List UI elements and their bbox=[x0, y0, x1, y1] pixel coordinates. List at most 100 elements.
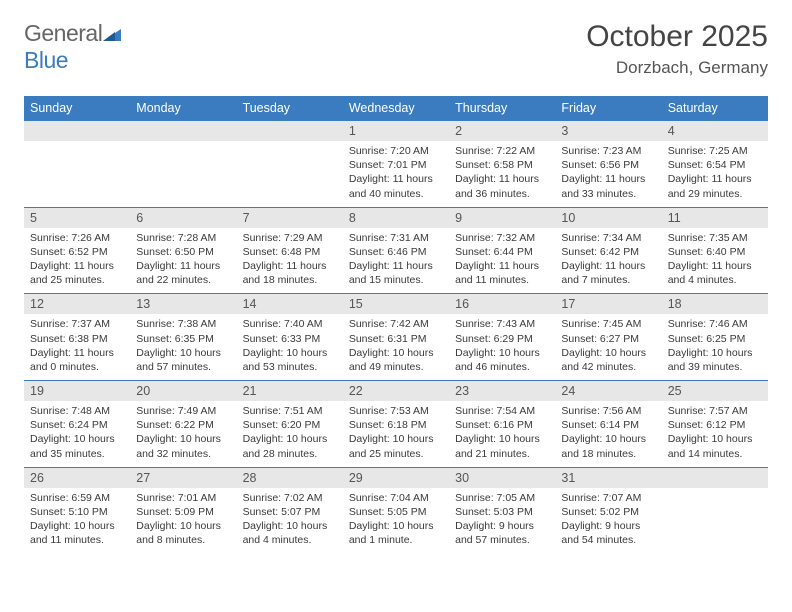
day-header: Tuesday bbox=[237, 96, 343, 121]
day-cell: Sunrise: 7:37 AMSunset: 6:38 PMDaylight:… bbox=[24, 314, 130, 380]
day-number: 18 bbox=[662, 294, 768, 315]
day-number: 3 bbox=[555, 121, 661, 142]
day-number: 4 bbox=[662, 121, 768, 142]
day-cell: Sunrise: 7:07 AMSunset: 5:02 PMDaylight:… bbox=[555, 488, 661, 554]
day-number: 27 bbox=[130, 467, 236, 488]
sunset-line: Sunset: 5:03 PM bbox=[455, 505, 549, 519]
day-cell: Sunrise: 7:53 AMSunset: 6:18 PMDaylight:… bbox=[343, 401, 449, 467]
day-cell: Sunrise: 7:48 AMSunset: 6:24 PMDaylight:… bbox=[24, 401, 130, 467]
day-number: 5 bbox=[24, 207, 130, 228]
day-header-row: SundayMondayTuesdayWednesdayThursdayFrid… bbox=[24, 96, 768, 121]
daylight-line: Daylight: 10 hours and 1 minute. bbox=[349, 519, 443, 547]
day-number: 28 bbox=[237, 467, 343, 488]
day-number: 15 bbox=[343, 294, 449, 315]
sunrise-line: Sunrise: 7:51 AM bbox=[243, 404, 337, 418]
daynum-row: 19202122232425 bbox=[24, 381, 768, 402]
day-cell: Sunrise: 7:42 AMSunset: 6:31 PMDaylight:… bbox=[343, 314, 449, 380]
daylight-line: Daylight: 10 hours and 8 minutes. bbox=[136, 519, 230, 547]
sunrise-line: Sunrise: 7:25 AM bbox=[668, 144, 762, 158]
day-cell: Sunrise: 7:40 AMSunset: 6:33 PMDaylight:… bbox=[237, 314, 343, 380]
sunset-line: Sunset: 6:22 PM bbox=[136, 418, 230, 432]
calendar-table: SundayMondayTuesdayWednesdayThursdayFrid… bbox=[24, 96, 768, 553]
day-cell bbox=[662, 488, 768, 554]
day-number: 7 bbox=[237, 207, 343, 228]
day-cell: Sunrise: 7:38 AMSunset: 6:35 PMDaylight:… bbox=[130, 314, 236, 380]
day-number: 13 bbox=[130, 294, 236, 315]
sunrise-line: Sunrise: 7:53 AM bbox=[349, 404, 443, 418]
sunrise-line: Sunrise: 7:46 AM bbox=[668, 317, 762, 331]
sunset-line: Sunset: 6:42 PM bbox=[561, 245, 655, 259]
sunrise-line: Sunrise: 7:29 AM bbox=[243, 231, 337, 245]
day-number: 21 bbox=[237, 381, 343, 402]
day-number: 25 bbox=[662, 381, 768, 402]
sunrise-line: Sunrise: 7:05 AM bbox=[455, 491, 549, 505]
sunset-line: Sunset: 6:29 PM bbox=[455, 332, 549, 346]
day-number: 1 bbox=[343, 121, 449, 142]
day-header: Sunday bbox=[24, 96, 130, 121]
sunrise-line: Sunrise: 7:07 AM bbox=[561, 491, 655, 505]
sunrise-line: Sunrise: 7:26 AM bbox=[30, 231, 124, 245]
title-block: October 2025 Dorzbach, Germany bbox=[586, 20, 768, 78]
sunrise-line: Sunrise: 7:56 AM bbox=[561, 404, 655, 418]
sunset-line: Sunset: 6:56 PM bbox=[561, 158, 655, 172]
day-header: Friday bbox=[555, 96, 661, 121]
daylight-line: Daylight: 10 hours and 25 minutes. bbox=[349, 432, 443, 460]
sunset-line: Sunset: 6:25 PM bbox=[668, 332, 762, 346]
daylight-line: Daylight: 10 hours and 21 minutes. bbox=[455, 432, 549, 460]
day-cell: Sunrise: 7:04 AMSunset: 5:05 PMDaylight:… bbox=[343, 488, 449, 554]
daylight-line: Daylight: 10 hours and 32 minutes. bbox=[136, 432, 230, 460]
header: General Blue October 2025 Dorzbach, Germ… bbox=[24, 20, 768, 78]
daylight-line: Daylight: 10 hours and 11 minutes. bbox=[30, 519, 124, 547]
day-cell: Sunrise: 7:51 AMSunset: 6:20 PMDaylight:… bbox=[237, 401, 343, 467]
sunrise-line: Sunrise: 7:20 AM bbox=[349, 144, 443, 158]
content-row: Sunrise: 7:26 AMSunset: 6:52 PMDaylight:… bbox=[24, 228, 768, 294]
sunrise-line: Sunrise: 7:45 AM bbox=[561, 317, 655, 331]
day-cell: Sunrise: 7:31 AMSunset: 6:46 PMDaylight:… bbox=[343, 228, 449, 294]
sunrise-line: Sunrise: 7:22 AM bbox=[455, 144, 549, 158]
sunrise-line: Sunrise: 7:31 AM bbox=[349, 231, 443, 245]
sunset-line: Sunset: 6:54 PM bbox=[668, 158, 762, 172]
sunset-line: Sunset: 6:12 PM bbox=[668, 418, 762, 432]
content-row: Sunrise: 7:37 AMSunset: 6:38 PMDaylight:… bbox=[24, 314, 768, 380]
day-cell: Sunrise: 7:02 AMSunset: 5:07 PMDaylight:… bbox=[237, 488, 343, 554]
daynum-row: 1234 bbox=[24, 121, 768, 142]
logo: General Blue bbox=[24, 20, 121, 74]
sunset-line: Sunset: 6:40 PM bbox=[668, 245, 762, 259]
daylight-line: Daylight: 11 hours and 25 minutes. bbox=[30, 259, 124, 287]
day-number: 29 bbox=[343, 467, 449, 488]
daynum-row: 567891011 bbox=[24, 207, 768, 228]
sunset-line: Sunset: 6:33 PM bbox=[243, 332, 337, 346]
month-title: October 2025 bbox=[586, 20, 768, 54]
day-number: 24 bbox=[555, 381, 661, 402]
sunset-line: Sunset: 5:02 PM bbox=[561, 505, 655, 519]
daylight-line: Daylight: 10 hours and 4 minutes. bbox=[243, 519, 337, 547]
day-cell: Sunrise: 7:25 AMSunset: 6:54 PMDaylight:… bbox=[662, 141, 768, 207]
sunrise-line: Sunrise: 7:38 AM bbox=[136, 317, 230, 331]
day-number: 12 bbox=[24, 294, 130, 315]
content-row: Sunrise: 7:48 AMSunset: 6:24 PMDaylight:… bbox=[24, 401, 768, 467]
day-cell: Sunrise: 7:56 AMSunset: 6:14 PMDaylight:… bbox=[555, 401, 661, 467]
day-number: 23 bbox=[449, 381, 555, 402]
day-header: Wednesday bbox=[343, 96, 449, 121]
sunset-line: Sunset: 6:24 PM bbox=[30, 418, 124, 432]
day-number: 26 bbox=[24, 467, 130, 488]
day-cell: Sunrise: 7:28 AMSunset: 6:50 PMDaylight:… bbox=[130, 228, 236, 294]
sunset-line: Sunset: 6:46 PM bbox=[349, 245, 443, 259]
sunset-line: Sunset: 5:07 PM bbox=[243, 505, 337, 519]
daylight-line: Daylight: 11 hours and 11 minutes. bbox=[455, 259, 549, 287]
sunset-line: Sunset: 6:18 PM bbox=[349, 418, 443, 432]
daylight-line: Daylight: 9 hours and 54 minutes. bbox=[561, 519, 655, 547]
sunrise-line: Sunrise: 7:37 AM bbox=[30, 317, 124, 331]
day-header: Monday bbox=[130, 96, 236, 121]
day-cell: Sunrise: 7:26 AMSunset: 6:52 PMDaylight:… bbox=[24, 228, 130, 294]
daylight-line: Daylight: 10 hours and 28 minutes. bbox=[243, 432, 337, 460]
day-number: 8 bbox=[343, 207, 449, 228]
day-number: 31 bbox=[555, 467, 661, 488]
day-cell: Sunrise: 7:01 AMSunset: 5:09 PMDaylight:… bbox=[130, 488, 236, 554]
sunset-line: Sunset: 6:48 PM bbox=[243, 245, 337, 259]
sunset-line: Sunset: 6:35 PM bbox=[136, 332, 230, 346]
day-number: 10 bbox=[555, 207, 661, 228]
sunrise-line: Sunrise: 7:40 AM bbox=[243, 317, 337, 331]
day-cell: Sunrise: 7:34 AMSunset: 6:42 PMDaylight:… bbox=[555, 228, 661, 294]
daylight-line: Daylight: 11 hours and 0 minutes. bbox=[30, 346, 124, 374]
